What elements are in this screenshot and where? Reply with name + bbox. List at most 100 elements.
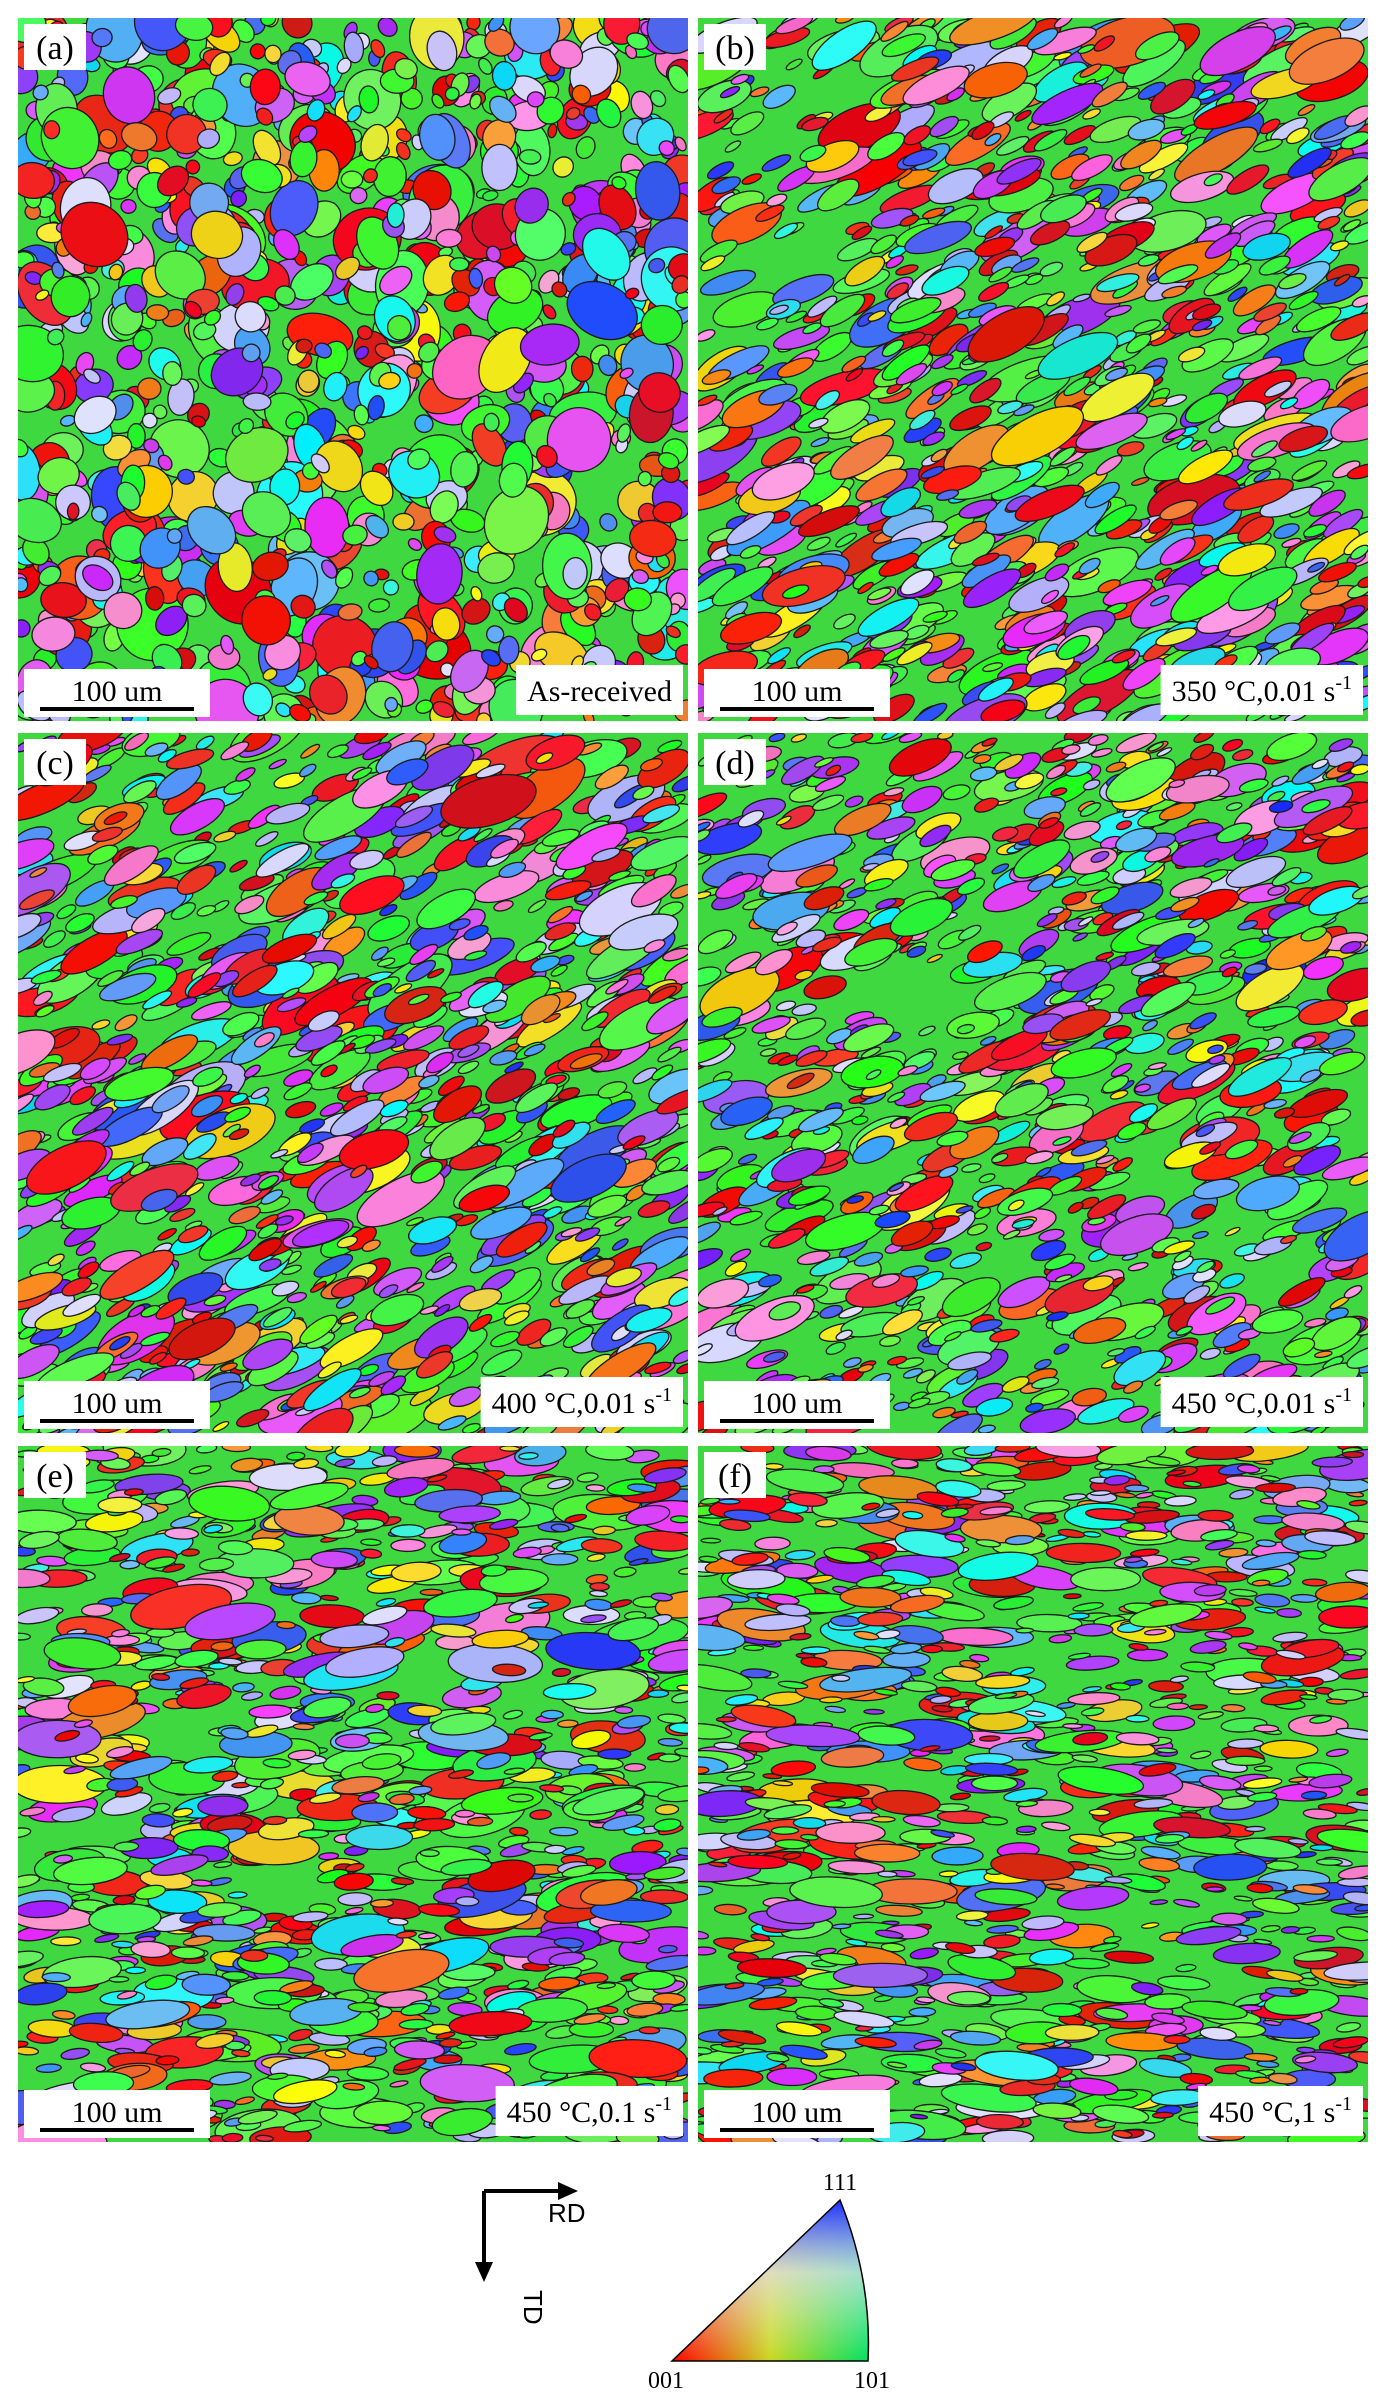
grain xyxy=(1134,31,1180,61)
grain xyxy=(1349,544,1368,560)
grain xyxy=(284,61,331,97)
grain xyxy=(1237,515,1275,544)
grain xyxy=(321,913,357,940)
grain xyxy=(1049,446,1077,467)
grain xyxy=(648,257,666,274)
grain xyxy=(637,1200,671,1218)
grain xyxy=(166,528,183,544)
grain xyxy=(1078,557,1101,575)
grain xyxy=(1197,89,1216,101)
grain xyxy=(1093,35,1116,52)
grain xyxy=(162,360,183,387)
grain xyxy=(498,462,528,498)
grain xyxy=(880,20,909,42)
grain xyxy=(221,1446,252,1453)
grain xyxy=(1014,109,1032,122)
grain xyxy=(213,830,237,843)
grain xyxy=(1094,504,1137,535)
grain xyxy=(889,296,942,324)
grain xyxy=(1308,157,1368,202)
grain xyxy=(374,342,395,360)
grain xyxy=(400,87,423,110)
grain xyxy=(370,39,386,59)
grain xyxy=(1011,257,1040,273)
grain xyxy=(18,838,55,872)
grains xyxy=(698,733,1368,1433)
grain xyxy=(977,677,1014,702)
grain xyxy=(589,1582,610,1592)
grain xyxy=(192,321,217,341)
grain xyxy=(1063,376,1091,397)
grain xyxy=(584,603,602,621)
grain xyxy=(386,314,412,341)
grain xyxy=(902,148,938,167)
grain xyxy=(390,1538,426,1553)
grain xyxy=(988,266,1013,283)
grain xyxy=(637,470,653,487)
grain xyxy=(649,90,667,108)
grain xyxy=(1122,657,1166,691)
condition-label: 350 °C,0.01 s-1 xyxy=(1172,672,1352,708)
grain xyxy=(762,84,796,109)
grain xyxy=(298,125,318,143)
grain xyxy=(108,263,124,281)
grain xyxy=(242,392,272,411)
grain xyxy=(137,377,162,400)
grain xyxy=(471,423,508,467)
grain xyxy=(929,115,959,138)
grain xyxy=(657,452,680,470)
grain xyxy=(223,779,251,795)
grain xyxy=(1125,333,1152,354)
grain xyxy=(958,499,998,519)
grain xyxy=(984,132,1002,147)
condition-text: As-received xyxy=(527,675,672,708)
grain xyxy=(461,597,491,625)
grain xyxy=(793,624,811,639)
grain xyxy=(560,242,577,256)
grain xyxy=(222,151,243,167)
grain xyxy=(1159,537,1196,566)
grain xyxy=(449,257,470,272)
grain xyxy=(1023,610,1069,635)
grain xyxy=(1228,566,1298,612)
grain xyxy=(984,225,1004,240)
grain xyxy=(997,400,1023,415)
grain xyxy=(1111,649,1136,664)
grain xyxy=(1346,463,1368,480)
grain xyxy=(900,569,935,596)
grain xyxy=(1177,346,1206,363)
grain xyxy=(1286,127,1310,145)
grain xyxy=(1242,232,1291,261)
grain xyxy=(1137,81,1166,100)
grain xyxy=(599,513,618,532)
grain xyxy=(481,649,502,667)
grain xyxy=(626,32,649,50)
grain xyxy=(406,1216,424,1227)
grain xyxy=(1288,37,1365,85)
grain xyxy=(855,468,908,502)
grain xyxy=(1127,118,1166,141)
grain xyxy=(82,564,114,592)
grain xyxy=(871,537,922,562)
grain xyxy=(1295,306,1342,333)
grain xyxy=(498,635,520,665)
grain xyxy=(235,767,256,782)
grain xyxy=(425,640,449,663)
condition-label: 450 °C,0.01 s-1 xyxy=(1172,1384,1352,1420)
grain xyxy=(799,144,827,163)
grain xyxy=(904,220,972,255)
grain xyxy=(91,1019,111,1030)
grain xyxy=(196,128,221,149)
scale-bar-label: 100 um xyxy=(752,1387,843,1420)
grain xyxy=(185,159,201,175)
condition-superscript: -1 xyxy=(655,1384,672,1406)
grain xyxy=(485,245,502,263)
grain xyxy=(841,355,867,373)
grain xyxy=(358,85,380,114)
grain xyxy=(758,383,798,406)
grain xyxy=(262,667,278,681)
grain xyxy=(1344,105,1368,127)
grain xyxy=(111,1940,135,1949)
grains xyxy=(18,733,688,1433)
grain xyxy=(1079,63,1102,78)
